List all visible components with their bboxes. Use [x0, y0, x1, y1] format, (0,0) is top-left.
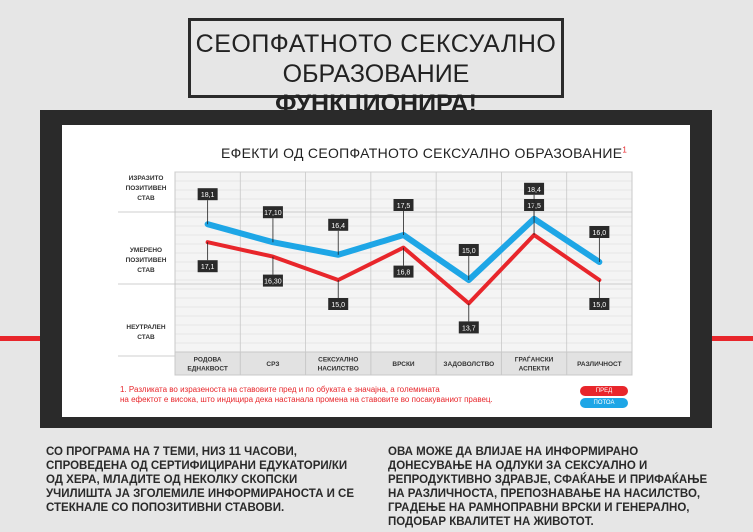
data-label-box — [589, 298, 610, 310]
title-line1: СЕОПФАТНОТО СЕКСУАЛНО — [195, 30, 557, 58]
x-tick-label: ГРАЃАНСКИ — [515, 355, 554, 364]
y-axis-label: ИЗРАЗИТО — [129, 175, 164, 182]
footer-left-text: СО ПРОГРАМА НА 7 ТЕМИ, НИЗ 11 ЧАСОВИ, СП… — [46, 446, 355, 514]
legend-before: ПРЕД — [580, 386, 628, 396]
data-label: 16,8 — [397, 270, 411, 277]
data-label: 18,4 — [527, 187, 541, 194]
data-label-box — [197, 260, 218, 273]
x-tick-label: СЕКСУАЛНО — [318, 357, 358, 364]
y-axis-label: СТАВ — [137, 195, 155, 202]
x-tick-label: РАЗЛИЧНОСТ — [577, 361, 621, 368]
data-label: 16,30 — [264, 279, 282, 286]
data-label-box — [262, 274, 283, 287]
chart-title-text: ЕФЕКТИ ОД СЕОПФАТНОТО СЕКСУАЛНО ОБРАЗОВА… — [221, 145, 623, 161]
x-tick-label: ЕДНАКВОСТ — [187, 366, 227, 373]
data-label-box — [589, 226, 610, 238]
data-label: 15,0 — [593, 302, 607, 309]
data-label: 17,5 — [397, 203, 411, 210]
data-label-box — [328, 218, 349, 231]
data-label-box — [393, 199, 414, 211]
category-band — [174, 351, 633, 376]
data-label-box — [458, 321, 479, 334]
data-label-box — [328, 298, 349, 310]
x-tick-label: РОДОВА — [194, 357, 222, 364]
data-label: 17,1 — [201, 264, 215, 271]
data-label: 17,10 — [264, 210, 282, 217]
y-axis-label: ПОЗИТИВЕН — [126, 185, 167, 192]
data-label-box — [524, 182, 545, 195]
x-tick-label: ЗАДОВОЛСТВО — [443, 361, 494, 368]
data-label-box — [458, 244, 479, 256]
x-tick-label: ВРСКИ — [392, 361, 415, 368]
y-axis-label: УМЕРЕНО — [130, 247, 162, 254]
data-label: 15,0 — [462, 248, 476, 255]
x-tick-label: СРЗ — [266, 361, 279, 368]
y-axis-label: НЕУТРАЛЕН — [126, 324, 165, 331]
x-tick-label: НАСИЛСТВО — [318, 366, 359, 373]
legend-after-label: ПОТОА — [593, 400, 615, 406]
footnote-line1: 1. Разликата во изразеноста на ставовите… — [120, 385, 440, 394]
footer-right-text: ОВА МОЖЕ ДА ВЛИЈАЕ НА ИНФОРМИРАНО ДОНЕСУ… — [388, 446, 708, 528]
legend-before-label: ПРЕД — [595, 388, 613, 394]
page-footer — [0, 428, 753, 532]
data-label: 15,0 — [331, 302, 345, 309]
y-axis-label: ПОЗИТИВЕН — [126, 257, 167, 264]
data-label-box — [393, 265, 414, 278]
legend-after: ПОТОА — [580, 398, 628, 408]
data-label-box — [262, 206, 283, 219]
chart-title: ЕФЕКТИ ОД СЕОПФАТНОТО СЕКСУАЛНО ОБРАЗОВА… — [221, 145, 627, 161]
y-axis-label: СТАВ — [137, 334, 155, 341]
y-axis-label: СТАВ — [137, 267, 155, 274]
data-label: 13,7 — [462, 325, 476, 332]
footnote-line2: на ефектот е висока, што индицира дека н… — [120, 395, 493, 404]
data-label-box — [197, 188, 218, 201]
title-line2-normal: ОБРАЗОВАНИЕ — [282, 60, 470, 88]
data-label: 16,4 — [331, 223, 345, 230]
data-label: 16,0 — [593, 230, 607, 237]
data-label: 18,1 — [201, 192, 215, 199]
chart-title-sup: 1 — [622, 145, 628, 155]
x-tick-label: АСПЕКТИ — [519, 366, 550, 373]
chart-footnote: 1. Разликата во изразеноста на ставовите… — [120, 385, 520, 405]
